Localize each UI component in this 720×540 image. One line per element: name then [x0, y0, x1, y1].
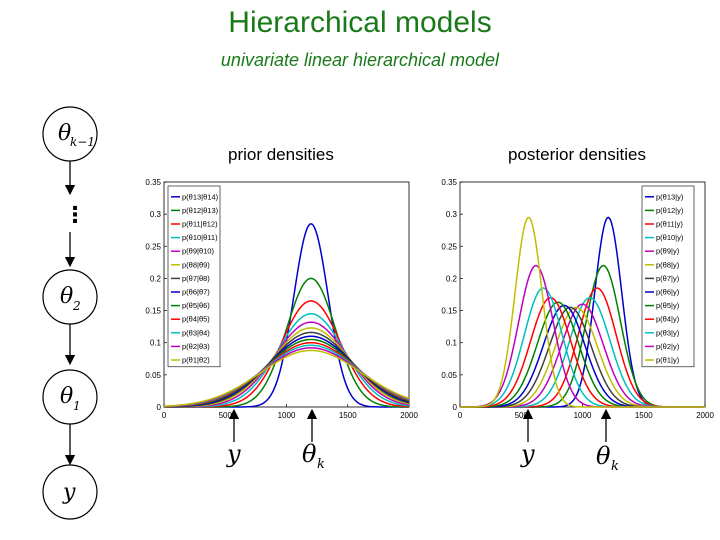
legend-entry: p(θ3|θ4) [182, 328, 210, 337]
y-tick-label: 0 [157, 403, 162, 412]
legend-entry: p(θ10|y) [656, 233, 684, 242]
posterior-panel-title: posterior densities [508, 145, 646, 164]
prior-theta-subscript: k [317, 457, 325, 472]
legend-entry: p(θ7|θ8) [182, 274, 210, 283]
y-tick-label: 0.2 [150, 274, 162, 283]
x-tick-label: 0 [458, 411, 463, 420]
legend-entry: p(θ8|y) [656, 260, 680, 269]
legend-entry: p(θ7|y) [656, 274, 680, 283]
node-theta-1: θ 1 [42, 369, 98, 425]
legend-entry: p(θ9|y) [656, 247, 680, 256]
legend-entry: p(θ10|θ11) [182, 233, 218, 242]
x-tick-label: 1500 [635, 411, 653, 420]
prior-theta-symbol: θ [302, 440, 317, 468]
y-tick-label: 0.35 [441, 178, 457, 187]
legend-entry: p(θ13|y) [656, 192, 684, 201]
posterior-density-chart: 0 0.05 0.1 0.15 0.2 0.25 0.3 0.35 0 500 1000 1500 20… [441, 178, 714, 420]
legend-entry: p(θ4|θ5) [182, 315, 210, 324]
legend-entry: p(θ1|y) [656, 356, 680, 365]
y-tick-label: 0.05 [441, 371, 457, 380]
node-theta-k-minus-1-symbol: θ [58, 121, 71, 146]
y-tick-label: 0.25 [145, 242, 161, 251]
prior-panel-title: prior densities [228, 145, 334, 164]
x-tick-label: 1000 [278, 411, 296, 420]
y-tick-label: 0.05 [145, 371, 161, 380]
y-tick-label: 0.3 [150, 210, 162, 219]
x-tick-label: 500 [515, 411, 529, 420]
y-tick-label: 0.25 [441, 242, 457, 251]
annotation-layer: y θ k y θ k [226, 408, 619, 474]
y-tick-label: 0.1 [150, 339, 162, 348]
legend-box [641, 185, 695, 368]
density-curve-13 [460, 216, 705, 408]
legend-entry: p(θ9|θ10) [182, 247, 214, 256]
x-tick-label: 2000 [696, 411, 714, 420]
legend-box [167, 185, 221, 368]
legend-entry: p(θ11|y) [656, 220, 683, 229]
y-tick-label: 0.2 [446, 274, 458, 283]
node-theta-k-minus-1-subscript: k−1 [70, 135, 95, 149]
y-tick-label: 0.15 [441, 307, 457, 316]
prior-y-symbol: y [226, 440, 241, 468]
legend-entry: p(θ8|θ9) [182, 260, 210, 269]
x-tick-label: 2000 [400, 411, 418, 420]
y-tick-label: 0.3 [446, 210, 458, 219]
posterior-theta-symbol: θ [596, 442, 611, 470]
legend-entry: p(θ3|y) [656, 328, 680, 337]
node-y: y [42, 464, 98, 520]
posterior-theta-subscript: k [611, 459, 619, 474]
prior-density-chart: 0 0.05 0.1 0.15 0.2 0.25 0.3 0.35 0 500 1000 1500 20… [145, 178, 418, 420]
legend-entry: p(θ2|θ3) [182, 342, 210, 351]
y-tick-label: 0 [453, 403, 458, 412]
legend-entry: p(θ12|θ13) [182, 206, 219, 215]
legend-entry: p(θ2|y) [656, 342, 680, 351]
legend-entry: p(θ4|y) [656, 315, 680, 324]
legend-entry: p(θ5|y) [656, 301, 680, 310]
node-theta-2-symbol: θ [60, 284, 73, 309]
x-tick-label: 0 [162, 411, 167, 420]
density-curve-13 [163, 349, 410, 407]
x-tick-label: 1500 [339, 411, 357, 420]
legend-entry: p(θ13|θ14) [182, 192, 219, 201]
ellipsis-dots: ⋮ [64, 203, 86, 228]
posterior-y-symbol: y [520, 440, 535, 468]
node-theta-2-subscript: 2 [72, 299, 81, 313]
node-y-symbol: y [62, 480, 76, 505]
legend-entry: p(θ12|y) [656, 206, 684, 215]
node-theta-2: θ 2 [42, 269, 98, 325]
legend-entry: p(θ1|θ2) [182, 356, 210, 365]
y-tick-label: 0.15 [145, 307, 161, 316]
x-tick-label: 1000 [574, 411, 592, 420]
legend-entry: p(θ5|θ6) [182, 301, 210, 310]
legend-entry: p(θ6|θ7) [182, 288, 210, 297]
page-subtitle: univariate linear hierarchical model [220, 50, 500, 70]
node-theta-1-subscript: 1 [73, 399, 81, 413]
x-tick-label: 500 [219, 411, 233, 420]
node-theta-k-minus-1: θ k−1 [42, 106, 98, 162]
legend-entry: p(θ11|θ12) [182, 220, 218, 229]
page-title: Hierarchical models [228, 6, 492, 39]
y-tick-label: 0.35 [145, 178, 161, 187]
y-tick-label: 0.1 [446, 339, 458, 348]
node-theta-1-symbol: θ [60, 384, 73, 409]
legend-entry: p(θ6|y) [656, 288, 680, 297]
hierarchy-diagram: θ k−1 ⋮ θ 2 θ 1 y [42, 106, 98, 520]
